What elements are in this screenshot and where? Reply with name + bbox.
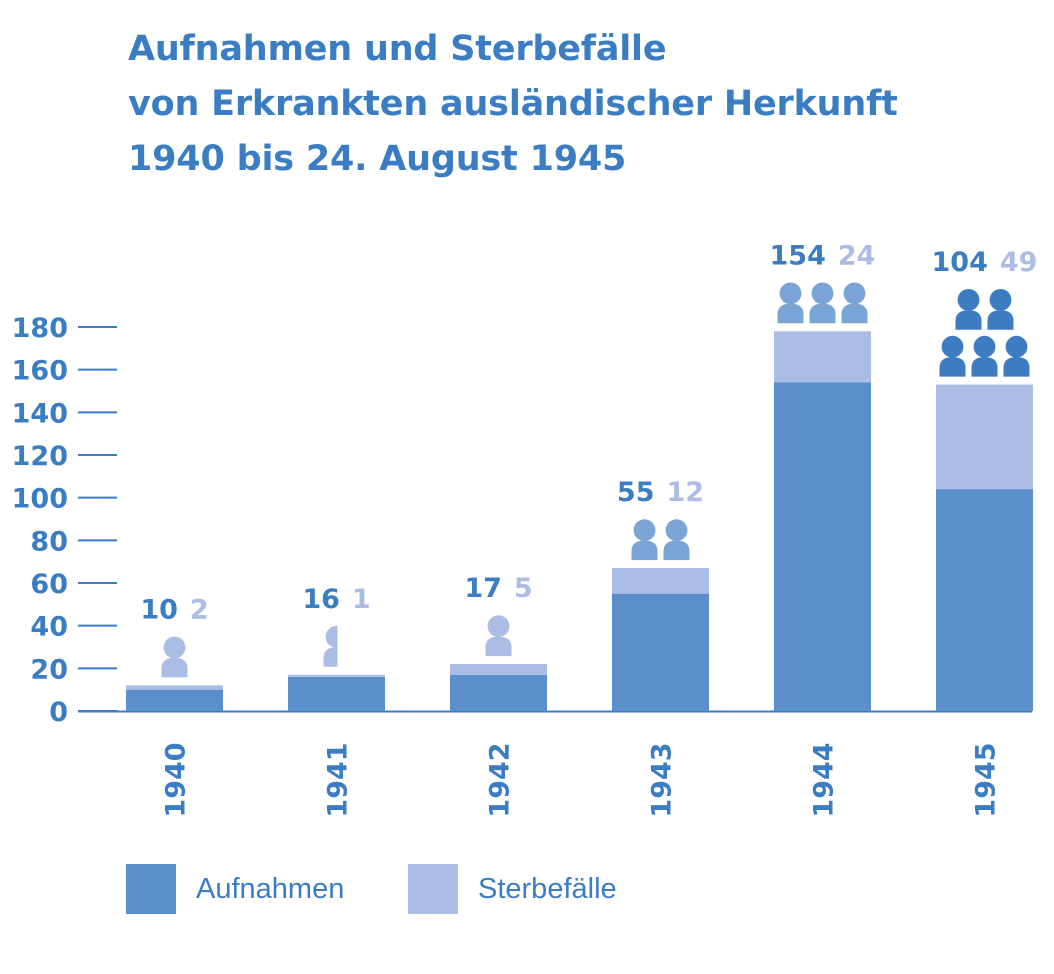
value-label-sterbefaelle-1941: 1 (352, 584, 371, 615)
title-line-3: 1940 bis 24. August 1945 (128, 139, 627, 179)
value-labels-1941: 16 1 (302, 584, 370, 615)
legend-swatch-sterbefaelle (408, 864, 458, 914)
value-label-sterbefaelle-1940: 2 (190, 595, 209, 626)
bar-aufnahmen-1945 (936, 489, 1033, 711)
person-icon-1945-2 (971, 335, 998, 377)
y-tick-label-180: 180 (12, 313, 68, 344)
legend-label-sterbefaelle: Sterbefälle (478, 872, 617, 905)
person-icon-1943-1 (631, 519, 658, 561)
bar-sterbefaelle-1942 (450, 664, 547, 675)
legend-swatch-aufnahmen (126, 864, 176, 914)
legend-label-aufnahmen: Aufnahmen (196, 872, 345, 905)
legend-item-sterbefaelle: Sterbefälle (408, 864, 617, 914)
x-tick-label-1942: 1942 (485, 742, 516, 817)
chart-title: Aufnahmen und Sterbefälle von Erkrankten… (128, 22, 898, 187)
bar-aufnahmen-1942 (450, 674, 547, 711)
value-label-aufnahmen-1944: 154 (770, 240, 826, 271)
person-icon-1940-1 (161, 636, 188, 678)
bar-aufnahmen-1941 (288, 676, 385, 711)
person-icon-1944-1 (777, 282, 804, 324)
x-tick-label-1940: 1940 (161, 742, 192, 817)
value-labels-1942: 17 5 (464, 573, 532, 604)
bar-aufnahmen-1943 (612, 593, 709, 711)
x-tick-label-1943: 1943 (647, 742, 678, 817)
y-tick-label-100: 100 (12, 484, 68, 515)
legend-item-aufnahmen: Aufnahmen (126, 864, 344, 914)
y-tick-label-80: 80 (30, 526, 68, 557)
value-label-sterbefaelle-1945: 49 (1000, 247, 1038, 278)
value-labels-1940: 10 2 (140, 595, 208, 626)
bar-aufnahmen-1940 (126, 689, 223, 711)
value-label-sterbefaelle-1942: 5 (514, 573, 533, 604)
person-icon-1944-2 (809, 282, 836, 324)
x-tick-label-1945: 1945 (971, 742, 1002, 817)
value-label-aufnahmen-1940: 10 (140, 595, 178, 626)
value-labels-1943: 55 12 (617, 477, 704, 508)
y-tick-label-40: 40 (30, 612, 68, 643)
value-label-aufnahmen-1942: 17 (464, 573, 502, 604)
value-label-aufnahmen-1945: 104 (932, 247, 988, 278)
value-labels-1945: 104 49 (932, 247, 1038, 278)
person-icon-1945-1 (939, 335, 966, 377)
bar-sterbefaelle-1944 (774, 331, 871, 383)
y-tick-label-160: 160 (12, 356, 68, 387)
title-line-1: Aufnahmen und Sterbefälle (128, 29, 667, 69)
y-tick-label-20: 20 (30, 654, 68, 685)
x-tick-label-1941: 1941 (323, 742, 354, 817)
person-icon-1945-5 (987, 288, 1014, 330)
value-label-aufnahmen-1943: 55 (617, 477, 655, 508)
person-icon-1943-2 (663, 519, 690, 561)
y-tick-label-140: 140 (12, 398, 68, 429)
value-label-sterbefaelle-1943: 12 (667, 477, 705, 508)
bar-sterbefaelle-1943 (612, 568, 709, 594)
title-line-2: von Erkrankten ausländischer Herkunft (128, 84, 898, 124)
person-icon-1942-1 (485, 615, 512, 657)
x-tick-label-1944: 1944 (809, 742, 840, 817)
bar-aufnahmen-1944 (774, 382, 871, 711)
person-icon-1945-4 (955, 288, 982, 330)
value-label-sterbefaelle-1944: 24 (838, 240, 876, 271)
person-icon-1941-half (323, 625, 338, 667)
person-icon-1944-3 (841, 282, 868, 324)
bar-sterbefaelle-1940 (126, 685, 223, 690)
y-tick-label-0: 0 (49, 697, 68, 728)
bar-sterbefaelle-1941 (288, 674, 385, 677)
person-icon-1945-3 (1003, 335, 1030, 377)
bar-sterbefaelle-1945 (936, 384, 1033, 490)
value-label-aufnahmen-1941: 16 (302, 584, 340, 615)
y-tick-label-60: 60 (30, 569, 68, 600)
value-labels-1944: 154 24 (770, 240, 876, 271)
y-tick-label-120: 120 (12, 441, 68, 472)
